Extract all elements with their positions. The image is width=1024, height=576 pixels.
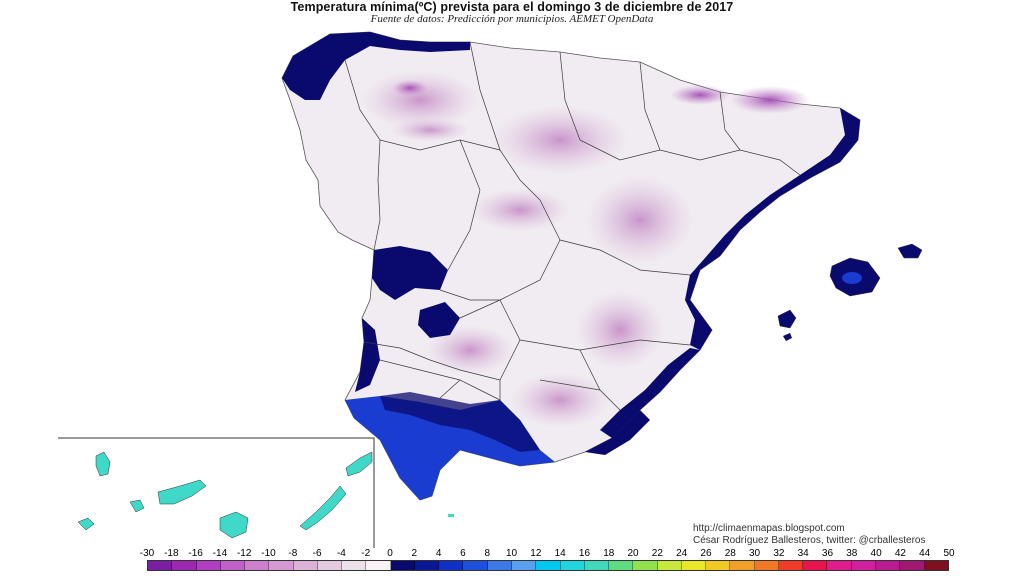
legend-tick-label: -6 — [312, 548, 322, 559]
legend-swatch — [681, 561, 707, 570]
legend-tick-label: -12 — [236, 548, 252, 559]
alboran-island — [448, 514, 454, 517]
legend-swatch — [730, 561, 755, 570]
legend-tick-label: 4 — [435, 548, 442, 559]
legend-tick-label: -8 — [288, 548, 298, 559]
legend-tick-label: -2 — [361, 548, 371, 559]
murcia-coast — [585, 410, 650, 455]
cantabric-coast — [282, 32, 470, 100]
legend-swatch — [487, 561, 512, 570]
la-gomera-island — [129, 499, 145, 513]
legend-swatch — [754, 561, 779, 570]
legend-swatch — [414, 561, 440, 570]
legend-swatch — [463, 561, 488, 570]
legend-tick-label: 26 — [700, 548, 712, 559]
map-title: Temperatura mínima(ºC) prevista para el … — [290, 0, 734, 14]
legend-swatch — [317, 561, 343, 570]
legend-tick-label: 32 — [773, 548, 785, 559]
legend-tick-label: 36 — [821, 548, 834, 559]
legend-swatch — [609, 561, 634, 570]
legend-tick-label: 0 — [387, 548, 393, 559]
legend-swatch — [706, 561, 731, 570]
legend-swatch — [220, 561, 246, 570]
legend-swatch — [366, 561, 391, 570]
legend-swatch — [342, 561, 367, 570]
legend-swatch — [827, 561, 852, 570]
legend-swatch — [536, 561, 561, 570]
el-hierro-island — [77, 517, 95, 531]
legend-swatch — [172, 561, 197, 570]
legend-colorbar — [147, 560, 949, 571]
legend-swatch — [900, 561, 925, 570]
legend-swatch — [560, 561, 585, 570]
legend-tick-label: -30 — [139, 548, 155, 559]
legend-swatch — [924, 561, 948, 570]
guadalquivir-cold — [380, 392, 540, 452]
extremadura-cold — [372, 246, 448, 300]
legend-swatch — [633, 561, 658, 570]
legend-tick-label: 16 — [578, 548, 591, 559]
legend-tick-label: -14 — [212, 548, 228, 559]
legend-tick-label: 12 — [530, 548, 542, 559]
legend-tick-label: 50 — [943, 548, 955, 559]
canary-islands — [77, 451, 373, 539]
la-palma-island — [95, 451, 111, 477]
legend-tick-label: 10 — [505, 548, 518, 559]
legend-tick-label: -18 — [164, 548, 179, 559]
legend-swatch — [196, 561, 221, 570]
legend-tick-label: 30 — [749, 548, 761, 559]
formentera-island — [783, 333, 792, 341]
legend-swatch — [269, 561, 294, 570]
legend-ticks: -30 -18 -16 -14 -12 -10 -8 -6 -4 -2 0 2 4 6 8 10 12 14 16 1… — [0, 548, 1024, 559]
legend-tick-label: 44 — [919, 548, 931, 559]
legend-swatch — [293, 561, 318, 570]
ibiza-island — [777, 309, 797, 329]
gran-canaria-island — [219, 511, 249, 539]
legend-tick-label: 8 — [484, 548, 491, 559]
legend-tick-label: 14 — [554, 548, 566, 559]
legend-swatch — [584, 561, 610, 570]
portugal-south-cold — [355, 318, 380, 392]
legend-swatch — [803, 561, 828, 570]
menorca-island — [897, 243, 923, 259]
legend-tick-label: -16 — [188, 548, 203, 559]
map-subtitle: Fuente de datos: Predicción por municipi… — [370, 13, 654, 25]
legend-tick-label: 34 — [797, 548, 809, 559]
legend-tick-label: 6 — [460, 548, 466, 559]
legend-tick-label: 40 — [870, 548, 882, 559]
legend-swatch — [875, 561, 901, 570]
legend-tick-label: 22 — [651, 548, 663, 559]
tenerife-island — [157, 479, 207, 505]
blog-credit: http://climaenmapas.blogspot.com — [693, 523, 845, 534]
legend-tick-label: 38 — [846, 548, 858, 559]
fuerteventura-island — [299, 485, 347, 531]
legend-tick-label: 18 — [603, 548, 615, 559]
legend-tick-label: 20 — [627, 548, 639, 559]
legend-swatch — [245, 561, 270, 570]
legend-swatch — [390, 561, 415, 570]
legend-swatch — [511, 561, 537, 570]
legend-swatch — [148, 561, 173, 570]
legend-swatch — [851, 561, 876, 570]
legend-tick-label: 42 — [894, 548, 906, 559]
legend-tick-label: 2 — [411, 548, 418, 559]
catalan-coast — [685, 108, 860, 350]
legend-swatch — [778, 561, 804, 570]
legend-swatch — [439, 561, 464, 570]
levante-coast — [600, 348, 700, 438]
legend-tick-label: 28 — [724, 548, 736, 559]
legend-tick-label: 24 — [676, 548, 688, 559]
legend-tick-label: -10 — [261, 548, 276, 559]
author-credit: César Rodríguez Ballesteros, twitter: @c… — [693, 535, 926, 546]
legend-tick-label: -4 — [336, 548, 346, 559]
regional-borders — [344, 41, 801, 411]
guadiana-cold — [418, 302, 460, 338]
canarias-inset-frame — [58, 437, 375, 548]
lanzarote-island — [345, 451, 373, 477]
legend-swatch — [657, 561, 682, 570]
